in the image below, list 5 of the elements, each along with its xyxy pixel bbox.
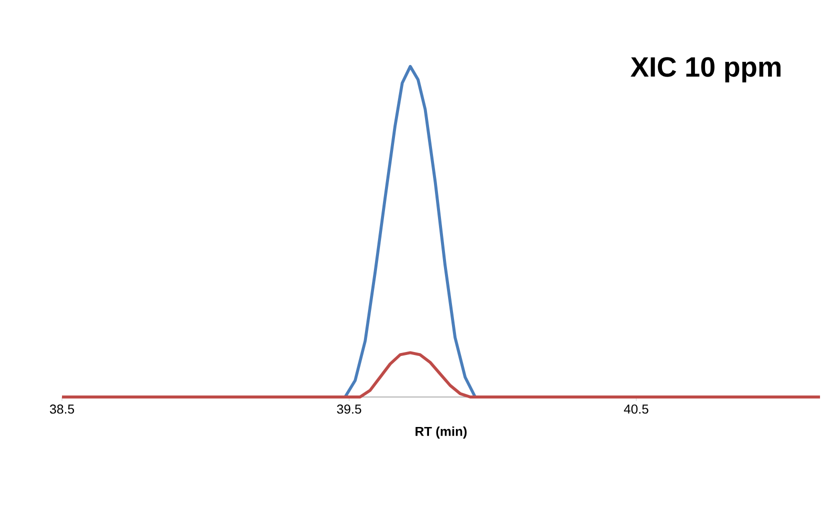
- x-tick-label: 40.5: [624, 404, 648, 414]
- x-axis-title: RT (min): [416, 426, 467, 439]
- x-tick-label: 39.5: [337, 404, 362, 414]
- x-tick-label: 38.5: [50, 404, 74, 414]
- chart-title: XIC 10 ppm: [630, 57, 781, 82]
